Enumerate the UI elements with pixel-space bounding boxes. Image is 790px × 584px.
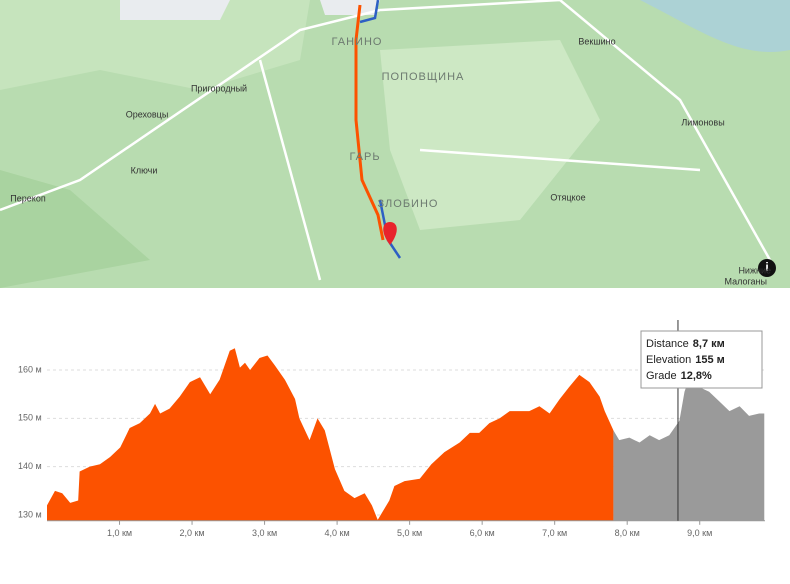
elevation-area	[613, 377, 765, 521]
map-label: Пригородный	[191, 83, 247, 93]
info-icon[interactable]	[758, 259, 776, 277]
map-roads	[0, 0, 772, 281]
y-tick-label: 150 м	[18, 413, 42, 423]
tooltip-value: 8,7 км	[693, 338, 725, 350]
x-tick-label: 6,0 км	[470, 528, 495, 538]
tooltip-value: 12,8%	[681, 370, 712, 382]
x-tick-label: 1,0 км	[107, 528, 132, 538]
map-water	[640, 0, 790, 52]
map-label: Ореховцы	[126, 109, 169, 119]
map: i ГАНИНО ПОПОВЩИНА ГАРЬ ЗЛОБИНО Векшино Приго…	[0, 0, 790, 288]
map-label: ГАРЬ	[349, 151, 380, 163]
x-tick-label: 9,0 км	[687, 528, 712, 538]
elevation-chart: 130 м 140 м 150 м 160 м 1,0 км 2,0 км 3,0 км 4,…	[18, 320, 765, 538]
map-label: Малоганы	[725, 276, 768, 286]
info-icon-glyph: i	[765, 260, 768, 274]
tooltip-key: Grade	[646, 370, 677, 382]
tooltip-key: Distance	[646, 338, 689, 350]
y-tick-label: 140 м	[18, 461, 42, 471]
elevation-area	[47, 348, 614, 521]
map-label: ПОПОВЩИНА	[382, 71, 465, 83]
x-tick-label: 8,0 км	[615, 528, 640, 538]
tooltip-row: Grade 12,8%	[646, 370, 712, 382]
map-label: Нижние	[738, 265, 771, 275]
x-tick-label: 4,0 км	[325, 528, 350, 538]
tooltip-value: 155 м	[695, 354, 725, 366]
position-pin	[383, 222, 397, 245]
y-tick-label: 130 м	[18, 509, 42, 519]
map-label: ЗЛОБИНО	[378, 198, 439, 210]
map-field	[380, 40, 600, 230]
map-forest	[0, 170, 150, 288]
map-field	[0, 0, 310, 90]
x-tick-label: 5,0 км	[397, 528, 422, 538]
tooltip-row: Distance 8,7 км	[646, 338, 725, 350]
tooltip	[640, 330, 763, 389]
y-tick-label: 160 м	[18, 364, 42, 374]
tooltip-key: Elevation	[646, 354, 691, 366]
route-done	[354, 4, 385, 241]
map-town	[320, 0, 380, 15]
map-label: Векшино	[578, 36, 615, 46]
tooltip-row: Elevation 155 м	[646, 354, 725, 366]
map-label: ГАНИНО	[332, 36, 383, 48]
map-label: Отяцкое	[550, 192, 585, 202]
map-town	[120, 0, 230, 20]
x-tick-label: 2,0 км	[179, 528, 204, 538]
map-label: Перекоп	[10, 193, 46, 203]
x-tick-label: 7,0 км	[542, 528, 567, 538]
map-label: Ключи	[131, 165, 158, 175]
map-label: Лимоновы	[681, 117, 724, 127]
x-tick-label: 3,0 км	[252, 528, 277, 538]
